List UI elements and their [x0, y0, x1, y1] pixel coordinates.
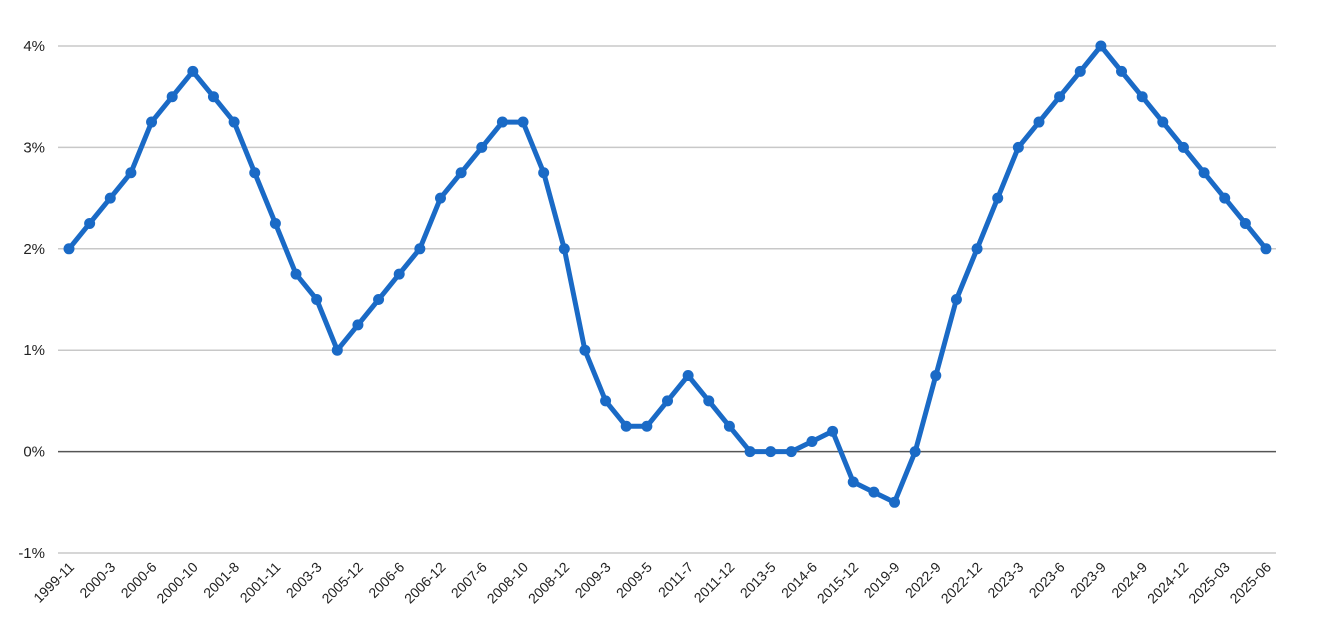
data-point: [476, 141, 488, 153]
data-point: [765, 446, 777, 458]
data-point: [228, 116, 240, 128]
x-tick-label: 2019-9: [860, 559, 902, 601]
x-tick-label: 2025-06: [1226, 559, 1274, 607]
x-tick-label: 2008-12: [525, 559, 573, 607]
data-point: [785, 446, 797, 458]
data-point: [352, 319, 364, 331]
data-point: [579, 344, 591, 356]
grid-lines: [58, 45, 1276, 554]
data-point: [414, 243, 426, 255]
data-point: [290, 268, 302, 280]
data-point: [146, 116, 158, 128]
data-point: [455, 167, 467, 179]
series-group: [63, 40, 1272, 508]
x-tick-label: 2009-3: [572, 559, 614, 601]
data-point: [620, 420, 632, 432]
x-tick-label: 2011-12: [691, 559, 738, 606]
x-tick-label: 2023-3: [984, 559, 1026, 601]
data-point: [187, 65, 199, 77]
x-tick-label: 2001-11: [237, 559, 284, 606]
data-point: [166, 91, 178, 103]
data-point: [827, 425, 839, 437]
x-tick-label: 2009-5: [613, 559, 655, 601]
x-tick-label: 2006-12: [401, 559, 449, 607]
data-point: [723, 420, 735, 432]
data-point: [1157, 116, 1169, 128]
data-point: [393, 268, 405, 280]
data-point: [889, 496, 901, 508]
y-tick-label: -1%: [18, 545, 45, 562]
data-point: [269, 217, 281, 229]
x-tick-label: 2013-5: [737, 559, 779, 601]
data-point: [682, 370, 694, 382]
data-point: [930, 370, 942, 382]
data-point: [1177, 141, 1189, 153]
data-point: [909, 446, 921, 458]
x-tick-label: 2025-03: [1185, 559, 1233, 607]
y-tick-label: 3%: [23, 139, 45, 156]
data-point: [950, 294, 962, 305]
data-point: [104, 192, 116, 204]
x-tick-label: 2024-12: [1144, 559, 1192, 607]
y-axis: -1% 0% 1% 2% 3% 4%: [18, 38, 45, 562]
y-tick-label: 2%: [23, 241, 45, 258]
data-point: [1033, 116, 1045, 128]
data-point: [207, 91, 219, 103]
data-point: [992, 192, 1004, 204]
data-point: [1054, 91, 1066, 103]
data-point: [1136, 91, 1148, 103]
data-point: [703, 395, 715, 407]
x-tick-label: 2008-10: [484, 559, 532, 607]
data-point: [84, 217, 96, 229]
data-point: [744, 446, 756, 458]
data-point: [1074, 65, 1086, 77]
data-point: [662, 395, 673, 407]
data-point: [249, 167, 261, 179]
data-point: [331, 344, 343, 356]
data-point: [600, 395, 612, 407]
data-point: [63, 243, 75, 255]
data-point: [373, 294, 385, 305]
data-point: [1260, 243, 1272, 255]
x-tick-label: 2000-3: [76, 559, 118, 601]
y-tick-label: 1%: [23, 342, 45, 359]
x-tick-label: 2000-10: [153, 559, 201, 607]
data-point: [434, 192, 446, 204]
data-point: [311, 294, 323, 305]
y-tick-label: 0%: [23, 444, 45, 461]
x-tick-label: 2023-6: [1026, 559, 1068, 601]
x-tick-label: 2022-12: [938, 559, 986, 607]
data-point: [641, 420, 653, 432]
data-point: [868, 486, 880, 498]
x-tick-label: 1999-11: [30, 559, 77, 606]
data-point: [1219, 192, 1231, 204]
data-point: [1239, 217, 1251, 229]
data-point: [538, 167, 550, 179]
data-point: [847, 476, 859, 488]
x-tick-label: 2015-12: [814, 559, 862, 607]
x-tick-label: 2005-12: [318, 559, 366, 607]
data-point: [971, 243, 983, 255]
series-line: [66, 43, 1269, 505]
y-tick-label: 4%: [23, 38, 45, 55]
data-point: [1095, 40, 1107, 52]
data-point: [125, 167, 137, 179]
data-point: [496, 116, 508, 128]
data-point: [517, 116, 529, 128]
data-point: [558, 243, 570, 255]
data-point: [806, 435, 818, 447]
x-tick-label: 2023-9: [1067, 559, 1109, 601]
data-point: [1012, 141, 1024, 153]
data-point: [1198, 167, 1210, 179]
data-point: [1116, 65, 1128, 77]
